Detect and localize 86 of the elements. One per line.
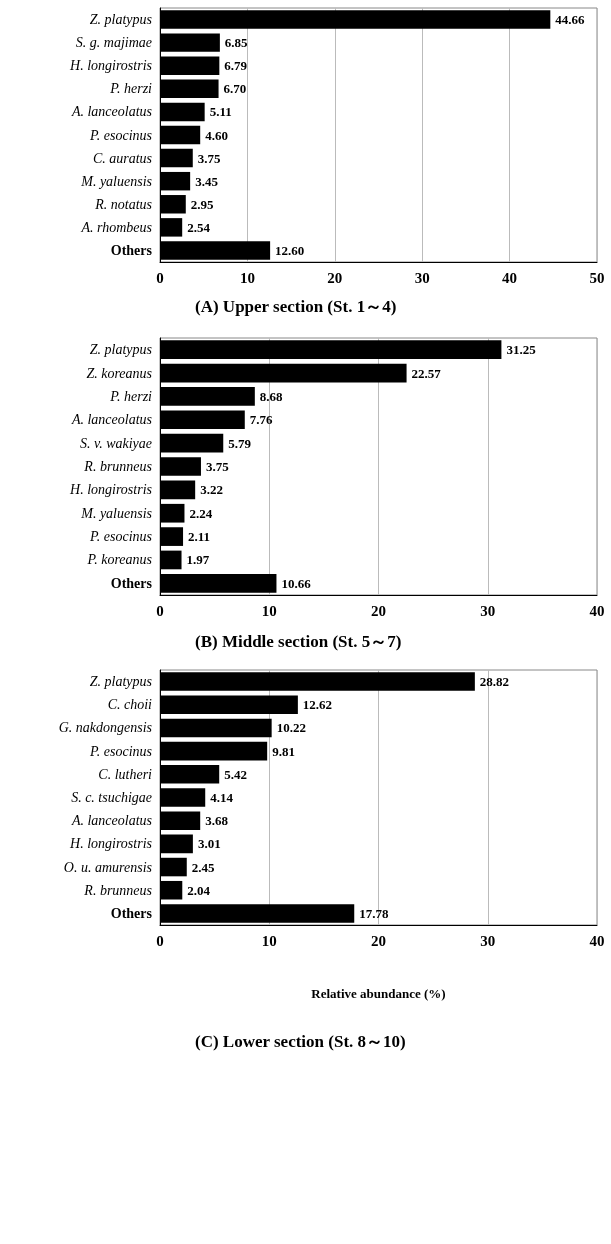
data-label: 7.76 bbox=[249, 412, 274, 428]
y-tick-label: H. longirostris bbox=[69, 836, 153, 852]
y-tick-label: S. v. wakiyae bbox=[79, 435, 152, 451]
data-label: 31.25 bbox=[506, 342, 537, 358]
data-label: 5.42 bbox=[224, 766, 247, 782]
data-label: 3.68 bbox=[205, 813, 229, 829]
text: (B) Middle section (St. 5～7) bbox=[195, 632, 402, 651]
data-label: 12.62 bbox=[302, 697, 333, 713]
y-tick-label: C. auratus bbox=[92, 150, 153, 166]
data-label: 22.57 bbox=[411, 365, 442, 381]
data-label: 12.60 bbox=[275, 242, 305, 258]
data-label: 2.24 bbox=[189, 505, 213, 521]
x-tick-label: 40 bbox=[589, 932, 605, 949]
x-tick-label: 40 bbox=[589, 602, 605, 619]
y-tick-label: C. choii bbox=[107, 697, 153, 713]
data-label: 3.45 bbox=[195, 173, 219, 189]
data-label: 17.78 bbox=[359, 905, 389, 921]
data-label: 3.01 bbox=[197, 836, 221, 852]
y-tick-label: P. esocinus bbox=[89, 743, 153, 759]
y-tick-label: A. lanceolatus bbox=[70, 104, 153, 120]
data-label: 9.81 bbox=[272, 743, 295, 759]
y-tick-label: A. rhombeus bbox=[80, 219, 153, 235]
x-tick-label: 20 bbox=[327, 269, 343, 286]
y-tick-label: A. lanceolatus bbox=[70, 412, 153, 428]
data-label: 28.82 bbox=[479, 674, 510, 690]
data-label: 10.66 bbox=[281, 575, 312, 591]
text: (C) Lower section (St. 8～10) bbox=[195, 1032, 406, 1051]
y-tick-label: R. brunneus bbox=[83, 882, 153, 898]
y-tick-label: P. koreanus bbox=[86, 552, 153, 568]
y-tick-label: Z. platypus bbox=[89, 342, 153, 358]
y-tick-label: M. yaluensis bbox=[80, 505, 153, 521]
data-label: 6.85 bbox=[224, 35, 249, 51]
data-label: 3.22 bbox=[200, 482, 223, 498]
data-label: 4.60 bbox=[205, 127, 228, 143]
x-tick-label: 0 bbox=[156, 269, 164, 286]
data-label: 3.75 bbox=[197, 150, 222, 166]
y-tick-label: G. nakdongensis bbox=[58, 720, 153, 736]
data-label: 10.22 bbox=[276, 720, 306, 736]
y-tick-label: P. herzi bbox=[109, 388, 153, 404]
y-tick-label: R. notatus bbox=[94, 196, 153, 212]
data-label: 44.66 bbox=[555, 12, 586, 28]
data-label: 2.54 bbox=[187, 219, 211, 235]
x-tick-label: 10 bbox=[239, 269, 255, 286]
x-tick-label: 30 bbox=[480, 602, 496, 619]
data-label: 2.45 bbox=[191, 859, 216, 875]
y-tick-label: O. u. amurensis bbox=[63, 859, 153, 875]
x-tick-label: 10 bbox=[261, 932, 277, 949]
y-tick-label: A. lanceolatus bbox=[70, 813, 153, 829]
data-label: 1.97 bbox=[186, 552, 210, 568]
y-tick-label: S. g. majimae bbox=[75, 35, 152, 51]
data-label: 6.70 bbox=[223, 81, 247, 97]
y-tick-label: Others bbox=[110, 905, 153, 921]
y-tick-label: Z. platypus bbox=[89, 674, 153, 690]
data-label: 8.68 bbox=[259, 388, 284, 404]
x-tick-label: 20 bbox=[371, 932, 386, 949]
x-tick-label: 10 bbox=[261, 602, 277, 619]
y-tick-label: Z. platypus bbox=[89, 12, 153, 28]
data-label: 2.11 bbox=[188, 529, 211, 545]
y-tick-label: P. herzi bbox=[109, 81, 153, 97]
y-tick-label: M. yaluensis bbox=[80, 173, 153, 189]
data-label: 5.79 bbox=[228, 435, 252, 451]
x-tick-label: 20 bbox=[371, 602, 386, 619]
y-tick-label: S. c. tsuchigae bbox=[71, 790, 152, 805]
y-tick-label: Others bbox=[110, 575, 153, 591]
y-tick-label: R. brunneus bbox=[83, 459, 153, 474]
x-tick-label: 30 bbox=[480, 932, 496, 949]
y-tick-label: P. esocinus bbox=[89, 529, 153, 545]
y-tick-label: P. esocinus bbox=[89, 127, 153, 143]
x-tick-label: 50 bbox=[589, 269, 605, 286]
y-tick-label: H. longirostris bbox=[69, 58, 153, 74]
x-tick-label: 40 bbox=[502, 269, 518, 286]
x-tick-label: 0 bbox=[156, 602, 164, 619]
data-label: 2.04 bbox=[187, 882, 211, 898]
x-tick-label: 30 bbox=[414, 269, 430, 286]
data-label: 2.95 bbox=[190, 196, 215, 212]
data-label: 4.14 bbox=[210, 790, 234, 805]
data-label: 6.79 bbox=[224, 58, 248, 74]
y-tick-label: H. longirostris bbox=[69, 482, 153, 498]
y-tick-label: Others bbox=[110, 242, 153, 258]
x-axis-title: Relative abundance (%) bbox=[311, 986, 446, 1001]
y-tick-label: Z. koreanus bbox=[86, 365, 153, 381]
data-label: 3.75 bbox=[205, 459, 230, 474]
text: (A) Upper section (St. 1～4) bbox=[195, 297, 397, 316]
x-tick-label: 0 bbox=[156, 932, 164, 949]
data-label: 5.11 bbox=[209, 104, 232, 120]
y-tick-label: C. lutheri bbox=[98, 766, 153, 782]
